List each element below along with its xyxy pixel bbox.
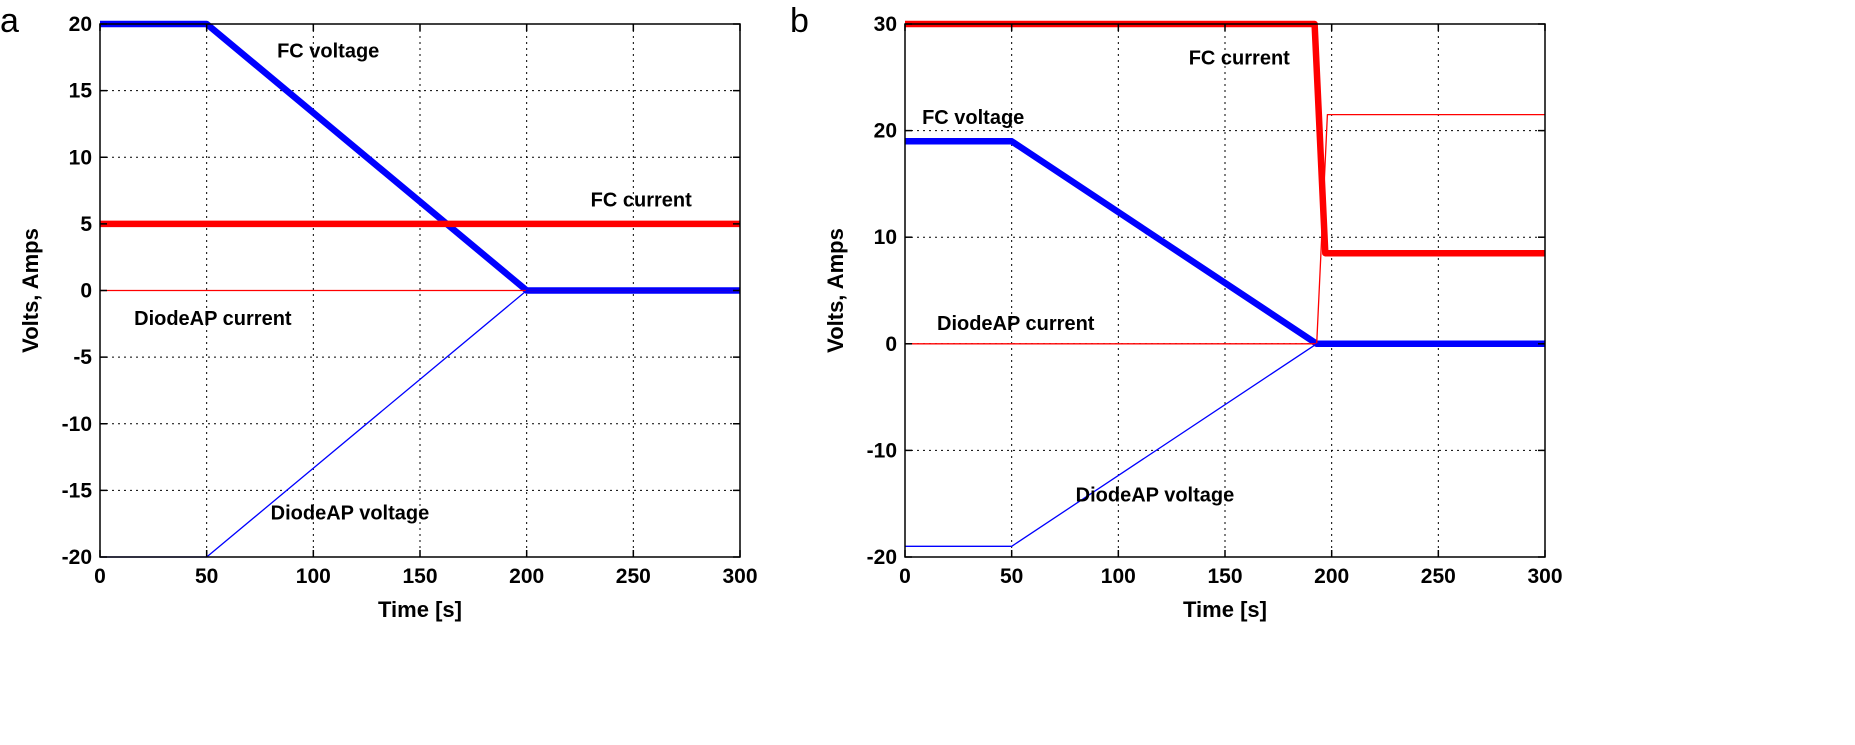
y-tick-label--15-a: -15 bbox=[62, 479, 93, 502]
x-axis-label-a: Time [s] bbox=[378, 597, 462, 622]
y-tick-label--10-b: -10 bbox=[867, 439, 897, 462]
x-tick-label-50-a: 50 bbox=[195, 565, 218, 588]
x-tick-label-250-a: 250 bbox=[616, 565, 651, 588]
x-tick-label-100-a: 100 bbox=[296, 565, 331, 588]
annotation-diodeap-voltage-b: DiodeAP voltage bbox=[1076, 485, 1235, 507]
annotation-fc-voltage-a: FC voltage bbox=[277, 40, 379, 62]
x-tick-label-100-b: 100 bbox=[1101, 565, 1136, 588]
annotation-fc-voltage-b: FC voltage bbox=[922, 107, 1024, 129]
y-axis-label-b: Volts, Amps bbox=[823, 228, 848, 353]
annotation-diodeap-current-a: DiodeAP current bbox=[134, 308, 292, 330]
annotation-diodeap-current-b: DiodeAP current bbox=[937, 313, 1095, 335]
annotation-diodeap-voltage-a: DiodeAP voltage bbox=[271, 503, 430, 525]
y-tick-label--20-b: -20 bbox=[867, 546, 897, 569]
chart-panel-a: a 0 50 100 150 200 250 300-20-15-10-505101520 … bbox=[0, 2, 758, 622]
x-tick-label-150-a: 150 bbox=[402, 565, 437, 588]
y-tick-label-0-b: 0 bbox=[885, 333, 897, 356]
y-axis-label-a: Volts, Amps bbox=[18, 228, 43, 353]
y-tick-label-20-b: 20 bbox=[874, 120, 897, 143]
series-diodeap-voltage-b bbox=[905, 343, 1545, 547]
chart-panel-b: b 0 50 100 150 200 250 300 -20 -10 0 10 20 30 FC cur… bbox=[790, 2, 1563, 622]
annotation-fc-current-b: FC current bbox=[1189, 48, 1290, 70]
series-diodeap-current-b bbox=[905, 113, 1545, 345]
x-tick-label-250-b: 250 bbox=[1421, 565, 1456, 588]
x-tick-label-200-b: 200 bbox=[1314, 565, 1349, 588]
panel-label-a: a bbox=[0, 2, 19, 40]
y-tick-label-10-a: 10 bbox=[69, 146, 92, 169]
x-tick-label-300-b: 300 bbox=[1527, 565, 1562, 588]
x-tick-label-50-b: 50 bbox=[1000, 565, 1023, 588]
y-tick-label--20-a: -20 bbox=[62, 546, 92, 569]
x-tick-label-0-b: 0 bbox=[899, 565, 911, 588]
x-tick-label-200-a: 200 bbox=[509, 565, 544, 588]
y-tick-label-10-b: 10 bbox=[874, 226, 897, 249]
x-axis-label-b: Time [s] bbox=[1183, 597, 1267, 622]
y-tick-label-5-a: 5 bbox=[80, 213, 92, 236]
x-tick-label-300-a: 300 bbox=[722, 565, 757, 588]
y-tick-label-15-a: 15 bbox=[69, 80, 93, 103]
x-tick-label-0-a: 0 bbox=[94, 565, 106, 588]
y-tick-label-0-a: 0 bbox=[80, 280, 92, 303]
panel-label-b: b bbox=[790, 2, 809, 40]
y-tick-label--5-a: -5 bbox=[73, 346, 92, 369]
y-tick-label--10-a: -10 bbox=[62, 413, 92, 436]
y-tick-label-20-a: 20 bbox=[69, 13, 92, 36]
y-tick-label-30-b: 30 bbox=[874, 13, 897, 36]
x-tick-label-150-b: 150 bbox=[1207, 565, 1242, 588]
annotation-fc-current-a: FC current bbox=[591, 190, 692, 212]
